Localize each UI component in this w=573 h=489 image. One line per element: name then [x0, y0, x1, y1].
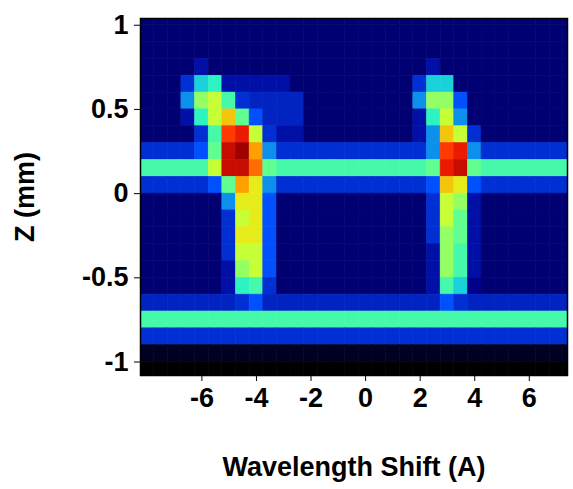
svg-text:-2: -2 [299, 383, 323, 413]
svg-text:6: 6 [522, 383, 537, 413]
svg-text:4: 4 [467, 383, 482, 413]
svg-text:-6: -6 [190, 383, 214, 413]
svg-text:-4: -4 [244, 383, 268, 413]
svg-text:-0.5: -0.5 [82, 262, 129, 292]
svg-text:0: 0 [358, 383, 373, 413]
svg-text:-1: -1 [104, 347, 128, 377]
svg-text:2: 2 [413, 383, 428, 413]
svg-text:Wavelength Shift (A): Wavelength Shift (A) [223, 452, 486, 482]
svg-text:0: 0 [113, 178, 128, 208]
svg-text:Z (mm): Z (mm) [10, 152, 40, 242]
svg-text:1: 1 [113, 10, 128, 40]
svg-text:0.5: 0.5 [91, 94, 129, 124]
